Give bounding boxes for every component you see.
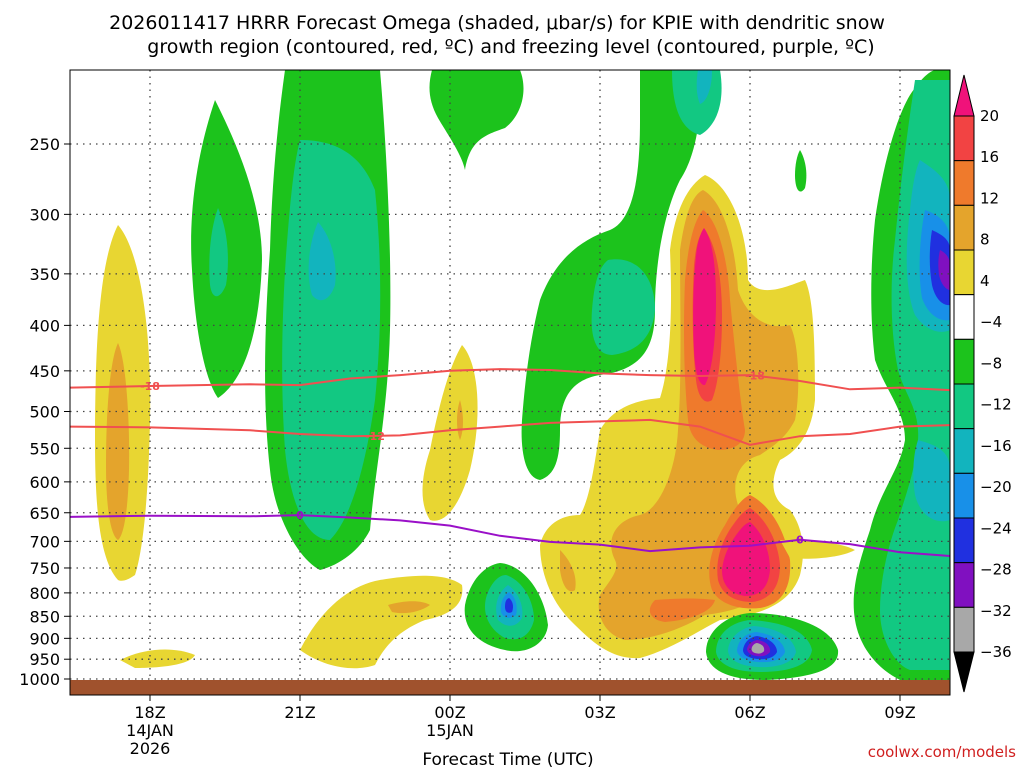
contour-label: 0 [296, 509, 304, 522]
y-tick-label: 450 [29, 362, 60, 381]
colorbar-label: −20 [980, 478, 1012, 496]
colorbar-segment [953, 472, 975, 519]
colorbar: 20 16 12 8 4 −4 −8 −12 −16 −20 −24 −28 −32 −36 [953, 74, 1012, 693]
shade-06z-ascent-20 [693, 228, 716, 386]
y-tick-label: 550 [29, 439, 60, 458]
y-tick-label: 250 [29, 135, 60, 154]
colorbar-label: −24 [980, 519, 1012, 537]
shade-04z-ascent-8b [560, 550, 576, 592]
shade-23z-low-ascent-8 [388, 601, 430, 614]
shade-18z-low-ascent [120, 649, 195, 668]
colorbar-segment [953, 606, 975, 653]
shade-08z-ascent-4 [780, 540, 855, 559]
contour-minus18-line [70, 368, 950, 392]
colorbar-label: −16 [980, 437, 1012, 455]
shade-04z-descent-8 [591, 259, 655, 355]
colorbar-segment [953, 294, 975, 340]
contour-labels: -18 -12 0 -18 0 [140, 370, 804, 547]
shade-10z-low-descent-12 [913, 440, 950, 522]
colorbar-label: 4 [980, 272, 990, 290]
y-tick-label: 400 [29, 316, 60, 335]
colorbar-segment [953, 74, 975, 117]
y-tick-label: 600 [29, 473, 60, 492]
colorbar-label: 8 [980, 231, 990, 249]
shade-07z-lowlevel-ascent [649, 598, 715, 622]
shade-02z-low-descent-20 [505, 598, 513, 613]
y-tick-label: 1000 [19, 670, 60, 689]
y-tick-label: 900 [29, 629, 60, 648]
colorbar-segment [953, 160, 975, 206]
grid [70, 70, 950, 680]
chart-title-line1: 2026011417 HRRR Forecast Omega (shaded, … [109, 12, 885, 34]
colorbar-segment [953, 204, 975, 251]
ground-surface [70, 680, 950, 695]
colorbar-segment [953, 383, 975, 430]
y-axis: 250 300 350 400 450 500 550 600 650 700 750 800 850 9… [19, 135, 70, 689]
shade-05z-upper-descent-12 [696, 70, 712, 104]
x-tick-label: 21Z [284, 703, 315, 722]
colorbar-label: 16 [980, 148, 999, 166]
colorbar-segment [953, 338, 975, 385]
colorbar-label: −8 [980, 354, 1002, 372]
shade-10z-descent-24 [938, 250, 950, 290]
shade-07z-descent-32 [751, 643, 765, 654]
shade-23z-low-ascent-4 [300, 575, 463, 669]
x-tick-label: 03Z [584, 703, 615, 722]
shade-22z-descent-8 [282, 140, 381, 540]
colorbar-label: −28 [980, 561, 1012, 579]
x-tick-label: 09Z [884, 703, 915, 722]
x-tick-label: 15JAN [426, 721, 474, 740]
chart-title-line2: growth region (contoured, red, ºC) and f… [147, 36, 874, 58]
y-tick-label: 300 [29, 205, 60, 224]
colorbar-label: 12 [980, 189, 999, 207]
contour-minus12-line [70, 418, 950, 446]
shade-22z-descent-12 [308, 222, 336, 301]
shade-08z-small-descent [795, 150, 807, 192]
y-tick-label: 750 [29, 559, 60, 578]
omega-shading [95, 70, 950, 680]
colorbar-segment [953, 249, 975, 296]
shade-01z-mid-ascent-4 [422, 345, 478, 521]
y-tick-label: 650 [29, 504, 60, 523]
y-tick-label: 700 [29, 532, 60, 551]
colorbar-label: 20 [980, 107, 999, 125]
colorbar-label: −32 [980, 602, 1012, 620]
colorbar-segment [953, 562, 975, 608]
contour-freezing-line [70, 514, 950, 557]
y-tick-label: 800 [29, 584, 60, 603]
y-tick-label: 500 [29, 403, 60, 422]
x-axis-title: Forecast Time (UTC) [422, 750, 593, 768]
colorbar-label: −36 [980, 643, 1012, 661]
x-tick-label: 00Z [434, 703, 465, 722]
y-tick-label: 950 [29, 650, 60, 669]
credit-text: coolwx.com/models [868, 743, 1016, 761]
x-tick-label: 2026 [130, 739, 171, 758]
contours [70, 368, 950, 557]
x-tick-label: 18Z [134, 703, 165, 722]
contour-label: -18 [745, 370, 765, 383]
x-tick-label: 06Z [734, 703, 765, 722]
plot-frame [69, 69, 951, 696]
shade-18z-ascent-8 [106, 343, 130, 540]
y-tick-label: 350 [29, 265, 60, 284]
shade-07z-ascent-20 [722, 522, 770, 596]
colorbar-segment [953, 428, 975, 474]
colorbar-segment [953, 517, 975, 564]
contour-label: 0 [796, 534, 804, 547]
colorbar-label: −4 [980, 313, 1002, 331]
colorbar-segment [953, 651, 975, 693]
contour-label: -12 [365, 430, 385, 443]
x-tick-label: 14JAN [126, 721, 174, 740]
colorbar-label: −12 [980, 396, 1012, 414]
contour-label: -18 [140, 380, 160, 393]
colorbar-segment [953, 115, 975, 162]
y-tick-label: 850 [29, 607, 60, 626]
shade-01z-upper-descent [429, 70, 524, 170]
